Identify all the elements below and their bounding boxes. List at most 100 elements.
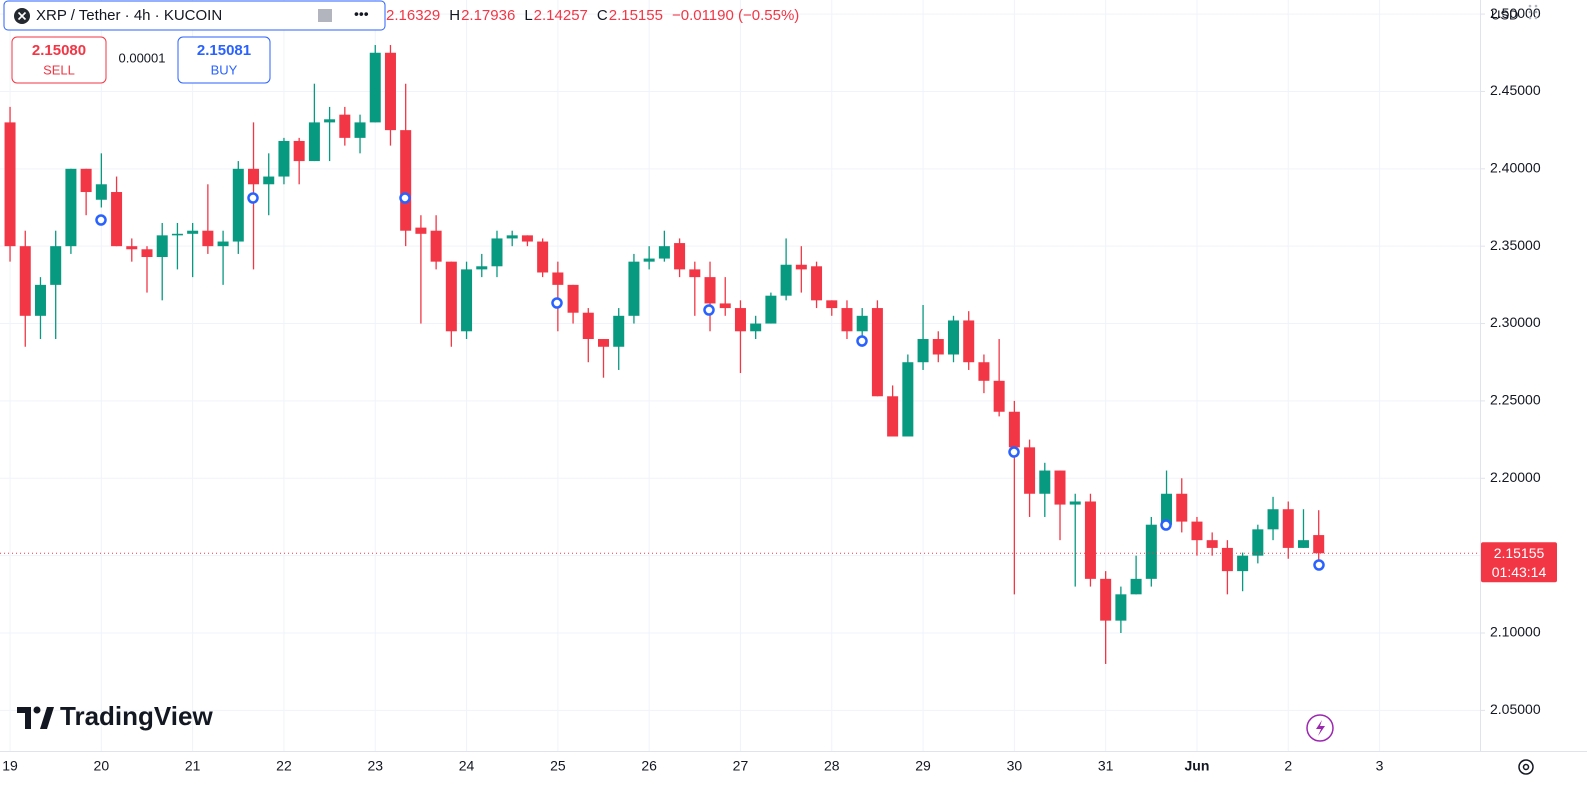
- candle-body: [1115, 594, 1127, 621]
- last-price-box: [1481, 542, 1557, 583]
- candle-body: [887, 396, 899, 437]
- candle-body: [582, 312, 594, 340]
- candle-body: [947, 320, 959, 355]
- candle-body: [324, 119, 336, 123]
- legend-label: L: [524, 7, 532, 24]
- x-tick-label: 24: [459, 758, 475, 774]
- currency[interactable]: USD: [1491, 7, 1518, 22]
- candle-body: [719, 303, 731, 309]
- candle-body: [80, 168, 92, 193]
- candle-body: [689, 269, 701, 278]
- candle-body: [430, 230, 442, 262]
- candle-body: [598, 339, 610, 347]
- x-tick-label: 30: [1007, 758, 1023, 774]
- candle-body: [993, 380, 1005, 412]
- ohlc-legend: 2.16329 H 2.17936 L 2.14257 C 2.15155 −0.01190 …: [386, 7, 799, 24]
- candle-body: [1176, 493, 1188, 522]
- y-tick-label: 2.20000: [1490, 469, 1541, 485]
- sell-label: SELL: [43, 62, 75, 77]
- candle-body: [856, 315, 868, 332]
- candle-body: [750, 323, 762, 332]
- candle-body: [1039, 470, 1051, 494]
- candle-body: [1267, 509, 1279, 530]
- candle-body: [1297, 540, 1309, 548]
- x-tick-label: 2: [1284, 758, 1292, 774]
- candle-body: [765, 295, 777, 324]
- event-marker[interactable]: [1160, 519, 1172, 531]
- candle-body: [1130, 578, 1142, 595]
- candle-body: [1313, 535, 1325, 554]
- axes: 2.050002.100002.150002.200002.250002.300…: [2, 5, 1541, 774]
- candle-body: [384, 52, 396, 131]
- candle-body: [734, 308, 746, 332]
- event-marker[interactable]: [247, 192, 259, 204]
- candle-body: [339, 114, 351, 138]
- candle-body: [1084, 501, 1096, 579]
- candle-body: [1206, 540, 1218, 548]
- candle-body: [628, 261, 640, 316]
- settings-icon[interactable]: [1518, 759, 1534, 775]
- candle-body: [1069, 501, 1081, 505]
- legend-label: C: [597, 7, 608, 24]
- candle-body: [4, 122, 16, 247]
- candle-body: [613, 315, 625, 347]
- buy-button[interactable]: [177, 36, 271, 84]
- candle-body: [1008, 411, 1020, 448]
- x-tick-label: 21: [185, 758, 201, 774]
- candle-body: [293, 140, 305, 162]
- candle-body: [263, 176, 275, 185]
- y-tick-label: 2.25000: [1490, 392, 1541, 408]
- y-tick-label: 2.35000: [1490, 237, 1541, 253]
- brand-name: TradingView: [60, 701, 213, 731]
- candle-body: [34, 284, 46, 316]
- candle-body: [171, 233, 183, 236]
- sell-button[interactable]: [11, 36, 107, 84]
- symbol-box[interactable]: [3, 0, 386, 31]
- legend-value: −0.01190 (−0.55%): [672, 7, 799, 24]
- legend-value: 2.15155: [609, 7, 663, 24]
- countdown: 01:43:14: [1492, 564, 1547, 580]
- candle-body: [917, 339, 929, 363]
- x-tick-label: 23: [367, 758, 383, 774]
- price-axis-panel: [1481, 0, 1587, 800]
- candle-body: [491, 238, 503, 267]
- candle-body: [308, 122, 320, 162]
- y-tick-label: 2.50000: [1490, 5, 1541, 21]
- event-marker[interactable]: [1008, 446, 1020, 458]
- candle-body: [658, 246, 670, 259]
- event-marker[interactable]: [856, 335, 868, 347]
- candle-body: [704, 277, 716, 304]
- candle-body: [354, 122, 366, 138]
- y-tick-label: 2.30000: [1490, 314, 1541, 330]
- candles: [4, 45, 1325, 664]
- candle-body: [643, 258, 655, 262]
- more-icon[interactable]: •••: [354, 6, 369, 22]
- candle-body: [19, 246, 31, 316]
- candle-body: [780, 264, 792, 296]
- candle-body: [476, 266, 488, 270]
- event-marker[interactable]: [95, 214, 107, 226]
- candle-body: [187, 230, 199, 234]
- candle-body: [202, 230, 214, 247]
- event-marker[interactable]: [551, 297, 563, 309]
- candle-body: [1024, 447, 1036, 494]
- y-tick-label: 2.10000: [1490, 624, 1541, 640]
- drag-handle[interactable]: [1528, 4, 1538, 20]
- x-tick-label: 3: [1376, 758, 1384, 774]
- candle-body: [795, 264, 807, 270]
- candle-body: [552, 272, 564, 285]
- event-marker[interactable]: [1313, 559, 1325, 571]
- candle-body: [415, 227, 427, 234]
- candle-body: [1145, 524, 1157, 579]
- candle-body: [126, 246, 138, 250]
- event-marker[interactable]: [703, 304, 715, 316]
- candle-body: [841, 308, 853, 332]
- x-tick-label: 28: [824, 758, 840, 774]
- candle-body: [1100, 578, 1112, 621]
- flag-icon[interactable]: [318, 9, 332, 22]
- candle-body: [506, 235, 518, 239]
- buy-label: BUY: [211, 62, 238, 77]
- event-marker[interactable]: [399, 192, 411, 204]
- candle-body: [537, 241, 549, 273]
